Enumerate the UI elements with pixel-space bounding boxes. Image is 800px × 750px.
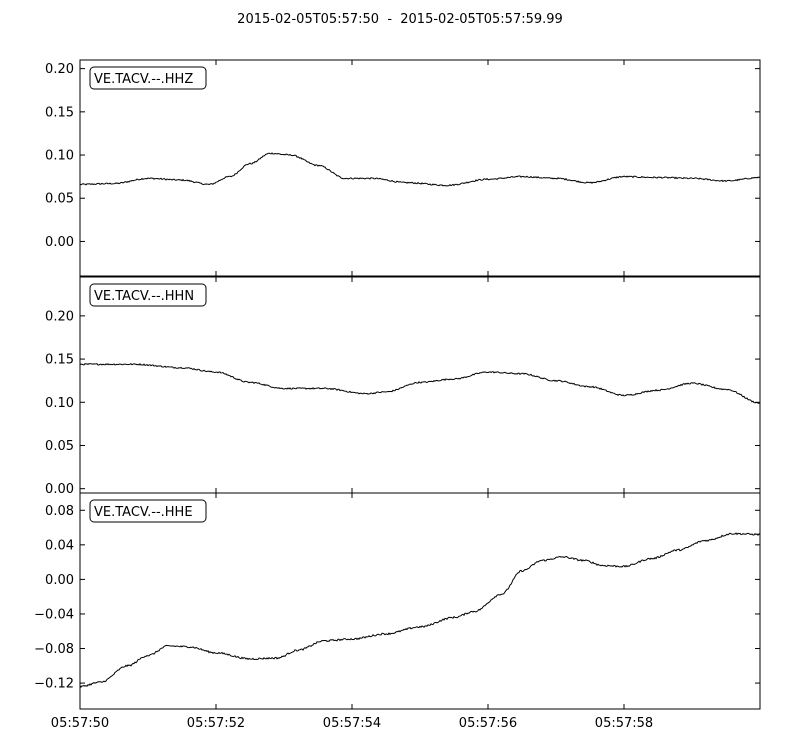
y-tick-label: −0.08 — [34, 642, 74, 657]
chart-title: 2015-02-05T05:57:50 - 2015-02-05T05:57:5… — [237, 12, 563, 27]
channel-label-box — [89, 66, 207, 90]
y-tick-label: 0.20 — [45, 62, 74, 77]
y-tick-label: 0.15 — [45, 353, 74, 368]
y-tick-label: 0.00 — [45, 573, 74, 588]
y-tick-label: 0.05 — [45, 439, 74, 454]
y-tick-label: 0.05 — [45, 192, 74, 207]
y-tick-label: 0.00 — [45, 482, 74, 497]
waveform-line-1 — [79, 152, 761, 187]
panel-frame-2 — [79, 276, 761, 494]
channel-label: VE.TACV.--.HHE — [94, 505, 193, 520]
y-tick-label: 0.15 — [45, 105, 74, 120]
channel-label: VE.TACV.--.HHZ — [94, 72, 193, 87]
x-tick-label: 05:57:56 — [459, 716, 517, 731]
panel-frame-3 — [79, 492, 761, 710]
y-tick-label: −0.12 — [34, 677, 74, 692]
channel-label: VE.TACV.--.HHN — [94, 289, 194, 304]
x-tick-label: 05:57:54 — [323, 716, 381, 731]
x-tick-label: 05:57:50 — [51, 716, 109, 731]
waveform-line-2 — [79, 363, 761, 405]
channel-label-box — [89, 283, 207, 307]
x-tick-label: 05:57:52 — [187, 716, 245, 731]
y-tick-label: 0.20 — [45, 309, 74, 324]
channel-label-box — [89, 499, 207, 523]
y-tick-label: 0.08 — [45, 504, 74, 519]
y-tick-label: 0.04 — [45, 538, 74, 553]
panel-frame-1 — [79, 59, 761, 277]
x-tick-label: 05:57:58 — [595, 716, 653, 731]
y-tick-label: 0.10 — [45, 396, 74, 411]
y-tick-label: 0.00 — [45, 235, 74, 250]
y-tick-label: −0.04 — [34, 607, 74, 622]
waveform-line-3 — [79, 532, 761, 688]
y-tick-label: 0.10 — [45, 149, 74, 164]
